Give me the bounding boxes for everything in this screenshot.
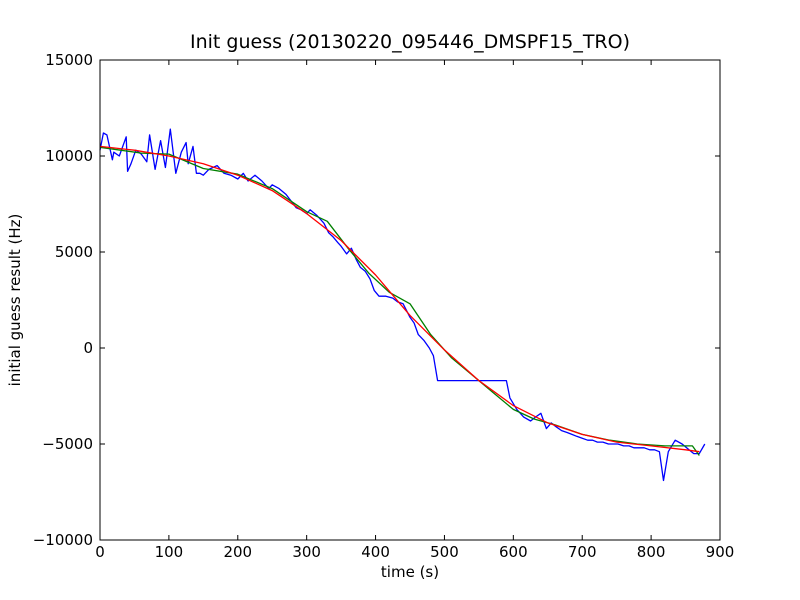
x-tick-label: 200 bbox=[223, 543, 252, 561]
y-tick-label: 10000 bbox=[45, 147, 93, 165]
x-axis-label: time (s) bbox=[381, 563, 439, 581]
plot-frame bbox=[99, 59, 721, 541]
x-tick-label: 600 bbox=[499, 543, 528, 561]
y-axis-label: initial guess result (Hz) bbox=[6, 214, 24, 387]
x-tick-label: 700 bbox=[568, 543, 597, 561]
x-tick-label: 100 bbox=[155, 543, 184, 561]
x-tick-label: 900 bbox=[706, 543, 735, 561]
x-tick-label: 500 bbox=[430, 543, 459, 561]
series-layer bbox=[99, 128, 706, 482]
series-line-3 bbox=[99, 145, 700, 453]
y-tick-label: −10000 bbox=[33, 531, 93, 549]
y-tick-label: 5000 bbox=[55, 243, 93, 261]
x-tick-label: 0 bbox=[95, 543, 105, 561]
x-tick-label: 300 bbox=[292, 543, 321, 561]
chart-title: Init guess (20130220_095446_DMSPF15_TRO) bbox=[190, 31, 630, 53]
x-tick-label: 400 bbox=[361, 543, 390, 561]
y-tick-label: 0 bbox=[83, 339, 93, 357]
x-tick-label: 800 bbox=[637, 543, 666, 561]
series-line-1 bbox=[99, 128, 706, 482]
y-tick-label: −5000 bbox=[42, 435, 93, 453]
y-tick-label: 15000 bbox=[45, 51, 93, 69]
ticks-layer: 0 100 200 300 400 500 600 700 800 900 −10000 −5000 0… bbox=[33, 51, 735, 561]
